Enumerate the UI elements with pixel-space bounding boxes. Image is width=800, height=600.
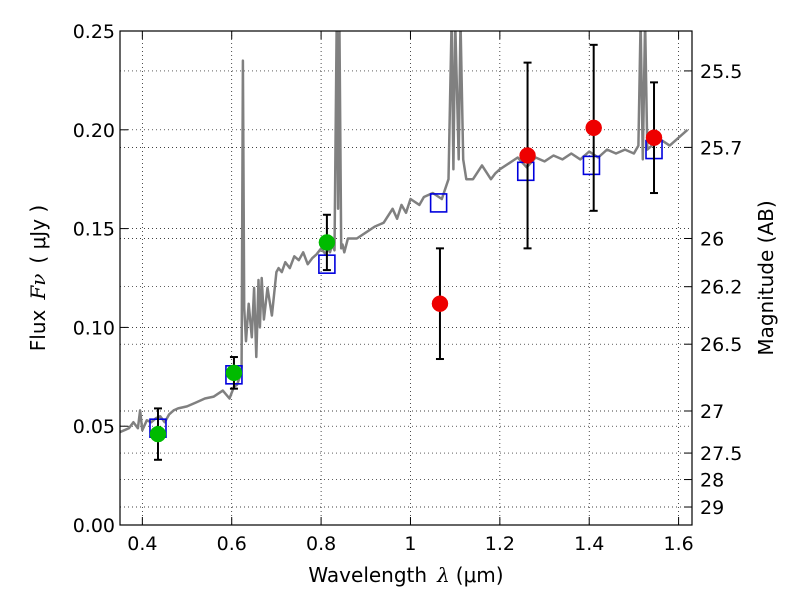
- model-photometry-marker: [429, 193, 448, 213]
- mag-tick-label: 26.5: [700, 334, 742, 356]
- observed-point: [645, 129, 663, 146]
- mag-tick-label: 25.5: [700, 61, 742, 83]
- ticks: 0.4 0.6 0.8 1 1.2 1.4 1.6 0.00 0.05 0.10 0.15 0.20 0…: [73, 21, 743, 555]
- y-tick-label: 0.00: [73, 515, 115, 537]
- model-photometry-marker: [582, 155, 601, 176]
- mag-tick-label: 29: [700, 497, 724, 519]
- y-tick-label: 0.10: [73, 317, 115, 339]
- observed-point: [225, 364, 243, 382]
- observed-point: [519, 147, 536, 164]
- mag-tick-label: 26.2: [700, 277, 742, 299]
- y-axis-label: FluxFν( μJy ): [26, 205, 50, 351]
- mag-tick-label: 27.5: [700, 443, 742, 465]
- x-tick-label: 1: [404, 533, 416, 555]
- observed-point: [585, 119, 602, 137]
- x-axis-label: Wavelength λ (μm): [308, 563, 503, 587]
- y-tick-label: 0.20: [73, 120, 115, 142]
- mag-tick-label: 25.7: [700, 137, 742, 159]
- mag-tick-label: 28: [700, 470, 724, 492]
- x-tick-label: 1.6: [663, 533, 693, 555]
- mag-tick-label: 27: [700, 401, 724, 423]
- y2-axis-label: Magnitude (AB): [754, 200, 778, 355]
- y-tick-label: 0.05: [73, 416, 115, 438]
- plot-area: [120, 31, 689, 461]
- observed-point: [431, 295, 449, 312]
- x-tick-label: 0.6: [217, 533, 247, 555]
- model-sed-line: [120, 31, 689, 434]
- x-tick-label: 0.4: [127, 533, 157, 555]
- plot-frame: [119, 30, 693, 526]
- observed-point: [149, 425, 167, 443]
- x-tick-label: 1.4: [574, 533, 604, 555]
- axes-frame: [119, 30, 693, 526]
- observed-point: [318, 234, 336, 251]
- x-tick-label: 1.2: [485, 533, 515, 555]
- mag-tick-label: 26: [700, 228, 724, 250]
- grid: [120, 30, 692, 526]
- x-tick-label: 0.8: [306, 533, 336, 555]
- y-tick-label: 0.25: [73, 21, 115, 43]
- y-tick-label: 0.15: [73, 219, 115, 241]
